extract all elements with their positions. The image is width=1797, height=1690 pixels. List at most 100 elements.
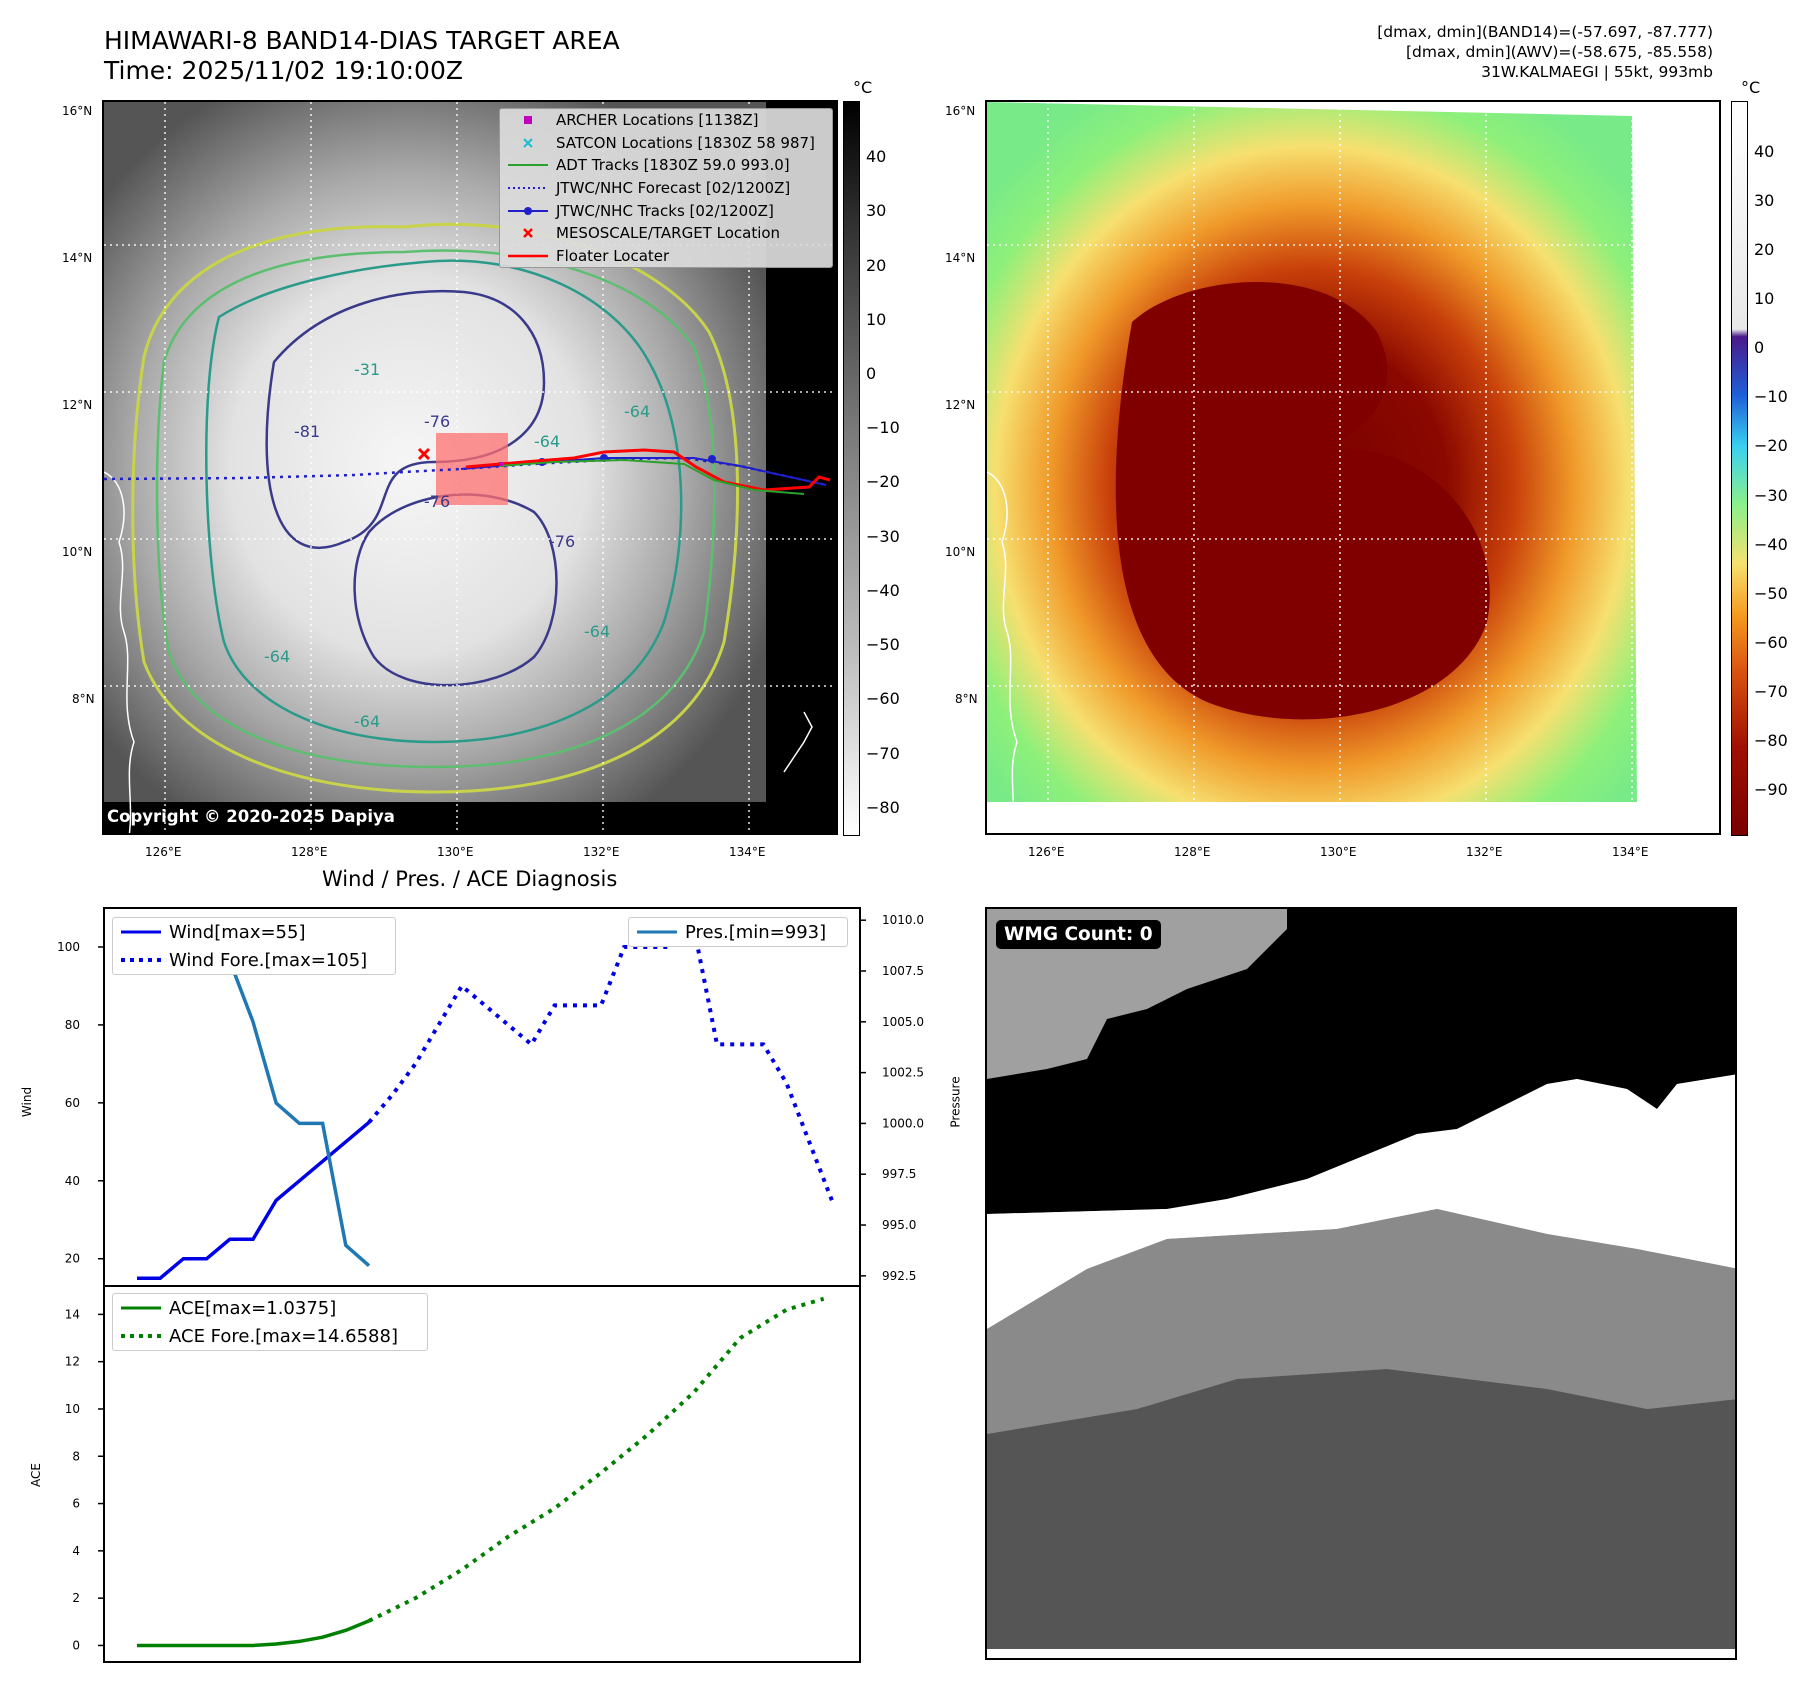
lat-tick: 16°N xyxy=(62,104,93,118)
lon-tick: 130°E xyxy=(437,845,474,859)
lon-tick: 126°E xyxy=(145,845,182,859)
figure-title: HIMAWARI-8 BAND14-DIAS TARGET AREA Time: … xyxy=(104,26,620,86)
contour-label: -76 xyxy=(549,532,576,551)
legend-item-ace: ACE[max=1.0375] xyxy=(113,1294,427,1322)
pressure-ytick-label: 1005.0 xyxy=(882,1015,924,1029)
cb-tick: −20 xyxy=(1754,436,1788,455)
legend-item-label: Floater Locater xyxy=(556,246,670,265)
cb-tick: −70 xyxy=(1754,682,1788,701)
legend-item-floater: Floater Locater xyxy=(500,245,832,268)
legend-item-mesoscale: MESOSCALE/TARGET Location xyxy=(500,222,832,245)
lon-tick: 132°E xyxy=(583,845,620,859)
cb-tick: −60 xyxy=(1754,633,1788,652)
cb-tick: −60 xyxy=(866,689,900,708)
lon-tick: 130°E xyxy=(1320,845,1357,859)
wind-ytick-label: 60 xyxy=(65,1096,80,1110)
cb-tick: 30 xyxy=(1754,191,1775,210)
cb-tick: −80 xyxy=(866,798,900,817)
pressure-ytick-label: 992.5 xyxy=(882,1269,916,1283)
lat-tick: 12°N xyxy=(62,398,93,412)
ace-ytick-label: 2 xyxy=(72,1591,80,1605)
pressure-axis-title: Pressure xyxy=(948,1076,963,1128)
cb-tick: −70 xyxy=(866,744,900,763)
ace-series-line-0 xyxy=(137,1619,370,1648)
diagnosis-title: Wind / Pres. / ACE Diagnosis xyxy=(322,867,618,891)
cb-tick: 40 xyxy=(1754,142,1775,161)
ace-ytick-label: 10 xyxy=(65,1402,80,1416)
info-line-2: [dmax, dmin](AWV)=(-58.675, -85.558) xyxy=(1406,43,1713,61)
legend-item-label: ADT Tracks [1830Z 59.0 993.0] xyxy=(556,156,790,175)
lat-tick: 16°N xyxy=(945,104,976,118)
title-line-2: Time: 2025/11/02 19:10:00Z xyxy=(104,56,463,85)
pressure-ytick-label: 1002.5 xyxy=(882,1066,924,1080)
ir-map-legend: ARCHER Locations [1138Z] SATCON Location… xyxy=(499,108,833,269)
contour-label: -76 xyxy=(424,412,451,431)
legend-item-label: Wind Fore.[max=105] xyxy=(169,949,368,971)
legend-item-label: ARCHER Locations [1138Z] xyxy=(556,111,759,130)
wind-ytick-label: 40 xyxy=(65,1174,80,1188)
legend-item-wind: Wind[max=55] xyxy=(113,918,395,946)
lon-tick: 126°E xyxy=(1028,845,1065,859)
cb-tick: −40 xyxy=(866,581,900,600)
ace-series-line-1 xyxy=(368,1296,825,1623)
ace-ytick-label: 14 xyxy=(65,1307,80,1321)
lat-tick: 14°N xyxy=(62,251,93,265)
cb-tick: 30 xyxy=(866,201,887,220)
legend-item-label: MESOSCALE/TARGET Location xyxy=(556,224,781,243)
cb-tick: 20 xyxy=(1754,240,1775,259)
cb-tick: −30 xyxy=(866,527,900,546)
legend-item-archer: ARCHER Locations [1138Z] xyxy=(500,109,832,132)
wv-map-image xyxy=(987,102,1719,833)
cb-tick: −50 xyxy=(866,635,900,654)
wind-ytick-label: 80 xyxy=(65,1018,80,1032)
info-line-3: 31W.KALMAEGI | 55kt, 993mb xyxy=(1481,63,1713,81)
legend-item-label: ACE[max=1.0375] xyxy=(169,1297,337,1319)
cb-tick: −90 xyxy=(1754,780,1788,799)
legend-item-satcon: SATCON Locations [1830Z 58 987] xyxy=(500,132,832,155)
ace-legend: ACE[max=1.0375] ACE Fore.[max=14.6588] xyxy=(112,1293,428,1351)
cb-tick: −80 xyxy=(1754,731,1788,750)
wv-colorbar-unit: °C xyxy=(1741,78,1761,97)
wmg-panel xyxy=(985,907,1737,1660)
ace-ytick-label: 12 xyxy=(65,1355,80,1369)
contour-label: -81 xyxy=(294,422,321,441)
lon-tick: 128°E xyxy=(291,845,328,859)
contour-label: -64 xyxy=(624,402,651,421)
copyright-text: Copyright © 2020-2025 Dapiya xyxy=(107,807,395,826)
cb-tick: 0 xyxy=(1754,338,1765,357)
lon-tick: 128°E xyxy=(1174,845,1211,859)
cb-tick: −40 xyxy=(1754,535,1788,554)
ir-colorbar xyxy=(843,101,860,836)
series-line-0 xyxy=(137,1120,371,1280)
pressure-ytick-label: 1007.5 xyxy=(882,964,924,978)
cb-tick: −10 xyxy=(866,418,900,437)
wind-ytick-label: 20 xyxy=(65,1252,80,1266)
wind-legend: Wind[max=55] Wind Fore.[max=105] xyxy=(112,917,396,975)
legend-item-adt: ADT Tracks [1830Z 59.0 993.0] xyxy=(500,154,832,177)
lat-tick: 10°N xyxy=(62,545,93,559)
wind-axis-title: Wind xyxy=(20,1086,35,1118)
ace-ytick-label: 8 xyxy=(72,1449,80,1463)
lon-tick: 134°E xyxy=(1612,845,1649,859)
ace-ytick-label: 4 xyxy=(72,1544,80,1558)
cb-tick: 10 xyxy=(1754,289,1775,308)
lat-tick: 8°N xyxy=(955,692,978,706)
pressure-legend: Pres.[min=993] xyxy=(628,917,848,947)
cb-tick: −10 xyxy=(1754,387,1788,406)
pressure-ytick-label: 1000.0 xyxy=(882,1116,924,1130)
ace-plot-frame xyxy=(103,1285,861,1663)
pressure-ytick-label: 1010.0 xyxy=(882,913,924,927)
cb-tick: 0 xyxy=(866,364,877,383)
wv-map-panel xyxy=(985,100,1721,835)
contour-label: -64 xyxy=(354,712,381,731)
ir-colorbar-unit: °C xyxy=(853,78,873,97)
lon-tick: 132°E xyxy=(1466,845,1503,859)
legend-item-label: ACE Fore.[max=14.6588] xyxy=(169,1325,398,1347)
lat-tick: 14°N xyxy=(945,251,976,265)
wmg-image xyxy=(987,909,1735,1658)
legend-item-jtwc-forecast: JTWC/NHC Forecast [02/1200Z] xyxy=(500,177,832,200)
pressure-ytick-label: 995.0 xyxy=(882,1218,916,1232)
cb-tick: 20 xyxy=(866,256,887,275)
ace-axis-title: ACE xyxy=(28,1463,43,1487)
cb-tick: −30 xyxy=(1754,486,1788,505)
